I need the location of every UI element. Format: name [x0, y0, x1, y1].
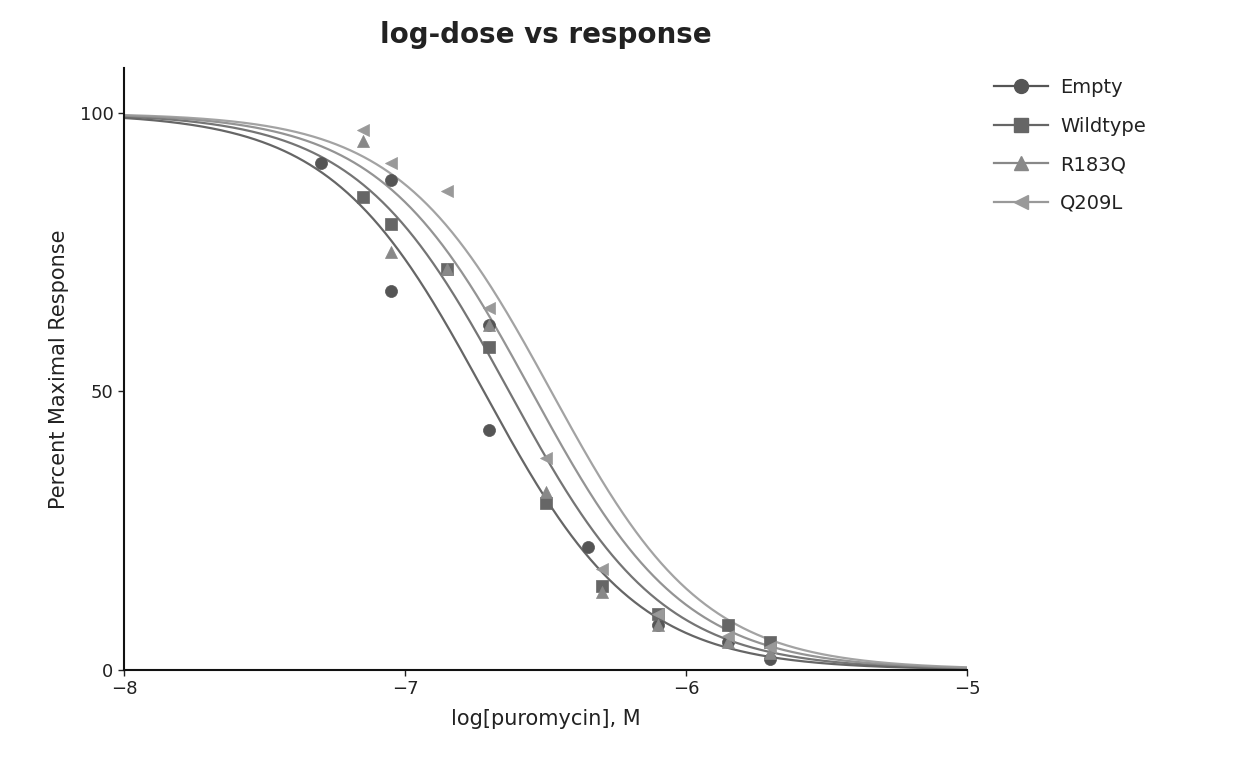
Point	[536, 486, 556, 498]
Point	[578, 541, 598, 553]
Point	[480, 341, 500, 353]
Point	[536, 497, 556, 509]
Point	[480, 318, 500, 330]
Point	[718, 635, 738, 648]
Point	[760, 642, 780, 654]
Point	[311, 157, 331, 169]
Point	[591, 586, 611, 598]
Point	[649, 619, 668, 631]
Point	[718, 619, 738, 631]
Point	[438, 263, 458, 275]
Point	[381, 285, 401, 298]
Point	[438, 185, 458, 197]
Point	[760, 635, 780, 648]
X-axis label: log[puromycin], M: log[puromycin], M	[451, 709, 640, 729]
Point	[381, 218, 401, 231]
Point	[438, 263, 458, 275]
Point	[381, 157, 401, 169]
Point	[760, 647, 780, 659]
Point	[480, 424, 500, 436]
Point	[381, 174, 401, 186]
Point	[649, 608, 668, 620]
Point	[353, 123, 373, 135]
Point	[353, 190, 373, 202]
Point	[480, 302, 500, 314]
Point	[649, 608, 668, 620]
Point	[760, 652, 780, 664]
Point	[480, 318, 500, 330]
Point	[353, 135, 373, 147]
Y-axis label: Percent Maximal Response: Percent Maximal Response	[48, 229, 68, 509]
Point	[591, 580, 611, 592]
Point	[649, 619, 668, 631]
Point	[718, 630, 738, 642]
Point	[591, 563, 611, 575]
Point	[381, 246, 401, 258]
Legend: Empty, Wildtype, R183Q, Q209L: Empty, Wildtype, R183Q, Q209L	[993, 78, 1146, 212]
Title: log-dose vs response: log-dose vs response	[379, 21, 712, 49]
Point	[718, 635, 738, 648]
Point	[536, 452, 556, 464]
